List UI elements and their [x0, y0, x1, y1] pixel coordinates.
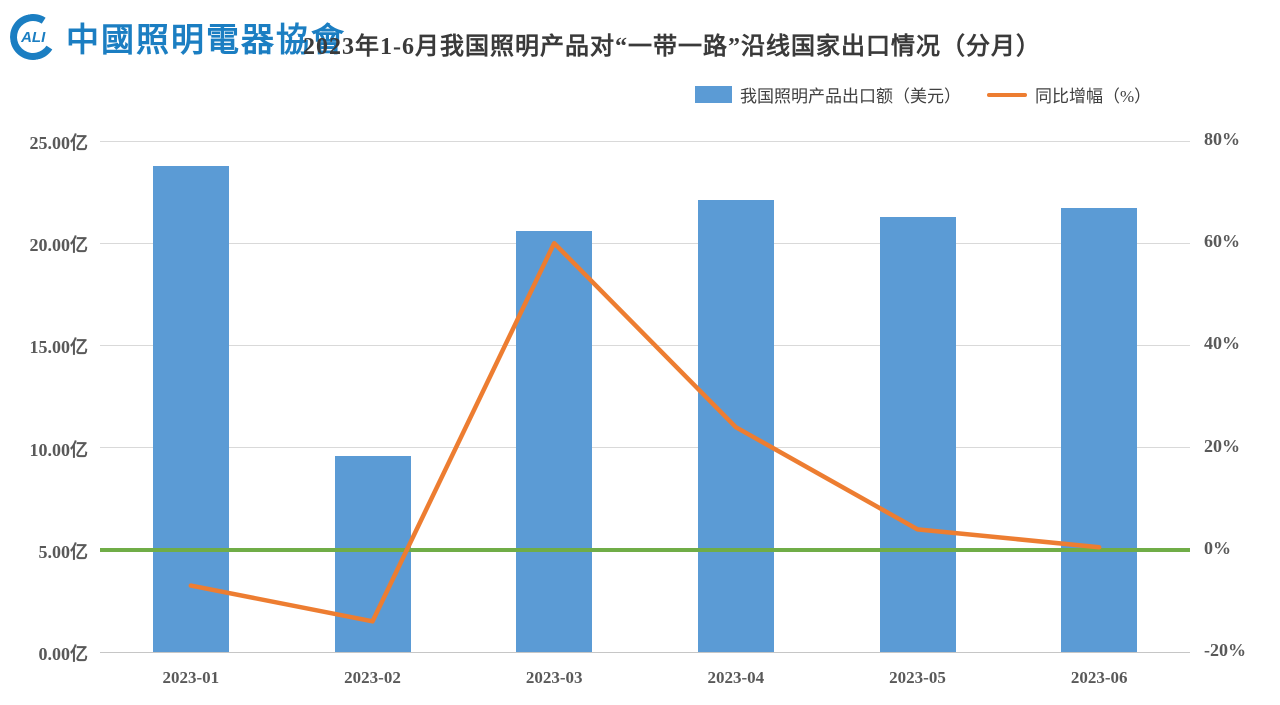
- bar-swatch-icon: [695, 86, 732, 103]
- zero-baseline: [100, 547, 1190, 552]
- x-axis-label: 2023-05: [889, 668, 946, 687]
- y-axis-right-label: 20%: [1204, 435, 1240, 456]
- growth-line: [188, 240, 1102, 624]
- x-axis-label: 2023-04: [707, 668, 765, 687]
- y-axis-right-label: 60%: [1204, 231, 1240, 252]
- gridline: [100, 447, 1190, 449]
- gridline: [100, 242, 1190, 244]
- y-axis-left-label: 5.00亿: [38, 541, 89, 562]
- y-axis-right-label: 80%: [1204, 129, 1240, 149]
- gridline: [100, 140, 1190, 142]
- y-axis-left-label: 10.00亿: [29, 439, 89, 460]
- line-swatch-icon: [987, 92, 1027, 97]
- y-axis-left-label: 0.00亿: [38, 644, 89, 664]
- legend-item-growth: 同比增幅（%）: [987, 82, 1151, 107]
- legend-item-export: 我国照明产品出口额（美元）: [695, 82, 961, 107]
- logo: ALI 中國照明電器協會: [5, 9, 346, 65]
- chart-title: 2023年1-6月我国照明产品对“一带一路”沿线国家出口情况（分月）: [303, 34, 1041, 60]
- bar-2023-01: [152, 165, 229, 652]
- bar-2023-05: [879, 216, 956, 652]
- y-axis-right-label: 40%: [1204, 333, 1240, 354]
- gridline: [100, 344, 1190, 346]
- x-axis-label: 2023-01: [162, 668, 220, 687]
- legend-label-export: 我国照明产品出口额（美元）: [740, 87, 961, 106]
- cali-logo-icon: ALI: [5, 9, 61, 65]
- x-axis-label: 2023-02: [344, 668, 401, 687]
- org-name: 中國照明電器協會: [66, 23, 346, 59]
- x-axis-label: 2023-06: [1070, 668, 1128, 687]
- y-axis-right-label: 0%: [1204, 537, 1231, 558]
- legend: 我国照明产品出口额（美元） 同比增幅（%）: [695, 82, 1151, 107]
- x-axis-line: [100, 651, 1190, 653]
- legend-label-growth: 同比增幅（%）: [1035, 87, 1152, 106]
- y-axis-left-label: 20.00亿: [29, 235, 89, 256]
- y-axis-left-label: 25.00亿: [29, 133, 89, 153]
- x-axis-label: 2023-03: [525, 668, 583, 687]
- logo-circle-text: ALI: [20, 28, 46, 46]
- bar-2023-06: [1061, 208, 1138, 652]
- y-axis-left-label: 15.00亿: [29, 337, 89, 358]
- y-axis-right-label: -20%: [1204, 640, 1246, 660]
